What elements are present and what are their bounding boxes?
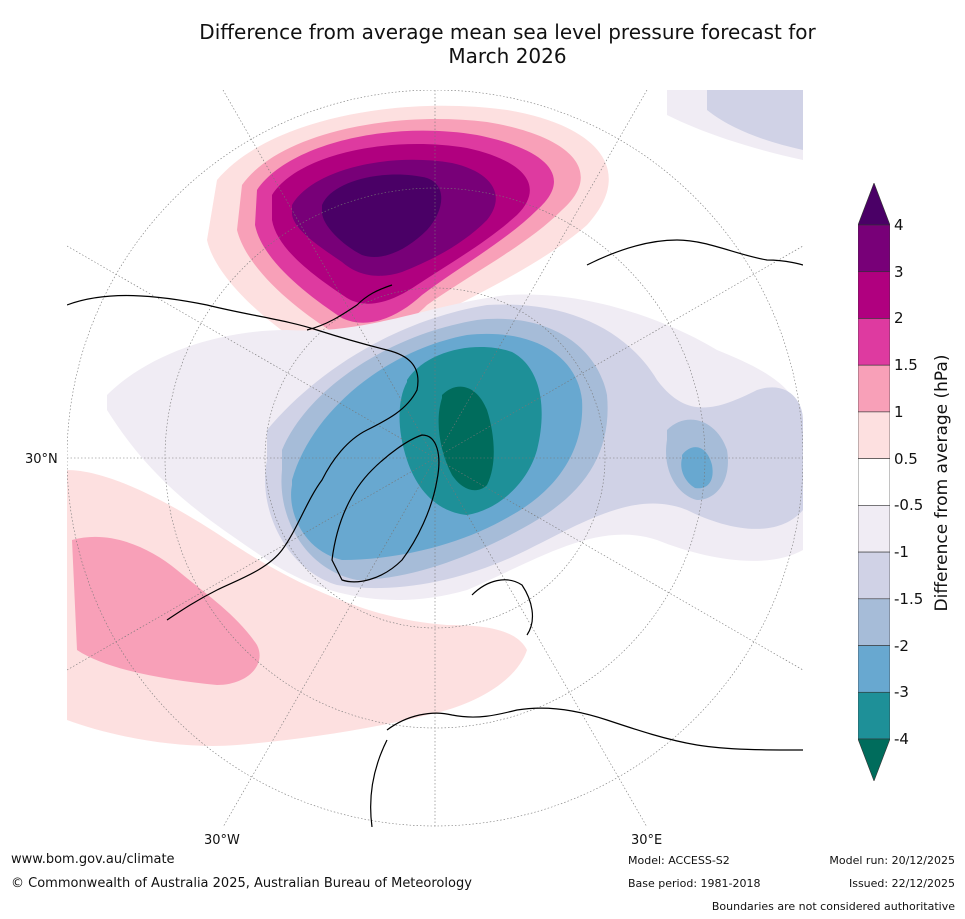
coastlines	[67, 239, 803, 827]
colorbar-band	[857, 645, 891, 693]
chart-title: Difference from average mean sea level p…	[100, 20, 915, 68]
coast-siberia	[586, 239, 803, 266]
colorbar-band	[857, 224, 891, 273]
colorbar-tick-label: -1	[894, 543, 909, 562]
colorbar-band	[857, 364, 891, 413]
lon-label-30e: 30°E	[631, 833, 663, 848]
footer-issued: Issued: 22/12/2025	[848, 877, 955, 890]
colorbar	[857, 182, 891, 782]
colorbar-tick-label: -1.5	[894, 589, 924, 608]
colorbar-tick-label: 1	[894, 402, 904, 421]
coast-north-america	[67, 294, 419, 621]
footer-model-run: Model run: 20/12/2025	[829, 854, 955, 867]
footer-base-period: Base period: 1981-2018	[628, 877, 761, 890]
colorbar-tick-label: 4	[894, 216, 904, 234]
contour-neg-4	[438, 386, 494, 491]
colorbar-tick-label: -4	[894, 730, 909, 748]
colorbar-title: Difference from average (hPa)	[932, 354, 952, 612]
title-line-2: March 2026	[448, 44, 567, 68]
colorbar-extend-top	[857, 182, 891, 226]
colorbar-band	[857, 551, 891, 600]
colorbar-tick-label: 3	[894, 262, 904, 281]
footer-disclaimer: Boundaries are not considered authoritat…	[711, 900, 955, 913]
colorbar-tick-label: 2	[894, 309, 904, 328]
coast-greenland	[331, 434, 440, 583]
colorbar-extend-bottom	[857, 738, 891, 782]
colorbar-band	[857, 411, 891, 459]
colorbar-band	[857, 318, 891, 366]
footer-url: www.bom.gov.au/climate	[11, 852, 175, 867]
footer-model: Model: ACCESS-S2	[628, 854, 730, 867]
colorbar-band	[857, 458, 891, 506]
coast-scandinavia	[471, 579, 534, 636]
colorbar-tick-label: -3	[894, 683, 909, 702]
lat-label-30n: 30°N	[25, 452, 58, 467]
colorbar-band	[857, 598, 891, 646]
coast-alaska-siberia	[306, 284, 393, 331]
coast-iberia	[370, 739, 388, 827]
footer-copyright: © Commonwealth of Australia 2025, Austra…	[11, 876, 472, 891]
colorbar-tick-label: 0.5	[894, 449, 918, 468]
colorbar-tick-label: -0.5	[894, 496, 924, 515]
colorbar-band	[857, 271, 891, 319]
colorbar-band	[857, 505, 891, 553]
graticule	[67, 90, 803, 827]
contour-neg-1-east	[707, 90, 803, 150]
colorbar-tick-label: 1.5	[894, 356, 918, 375]
map-svg	[67, 90, 803, 827]
colorbar-band	[857, 691, 891, 740]
contour-pos-4-pacific	[322, 174, 442, 258]
colorbar-svg	[857, 182, 891, 782]
graticule-lat-60	[264, 287, 606, 629]
colorbar-tick-label: -2	[894, 636, 909, 655]
pressure-anomaly-map	[67, 90, 803, 827]
coast-europe	[386, 707, 803, 751]
lon-label-30w: 30°W	[204, 833, 240, 848]
contour-pos-1-atlantic	[72, 536, 260, 685]
title-line-1: Difference from average mean sea level p…	[199, 20, 816, 44]
